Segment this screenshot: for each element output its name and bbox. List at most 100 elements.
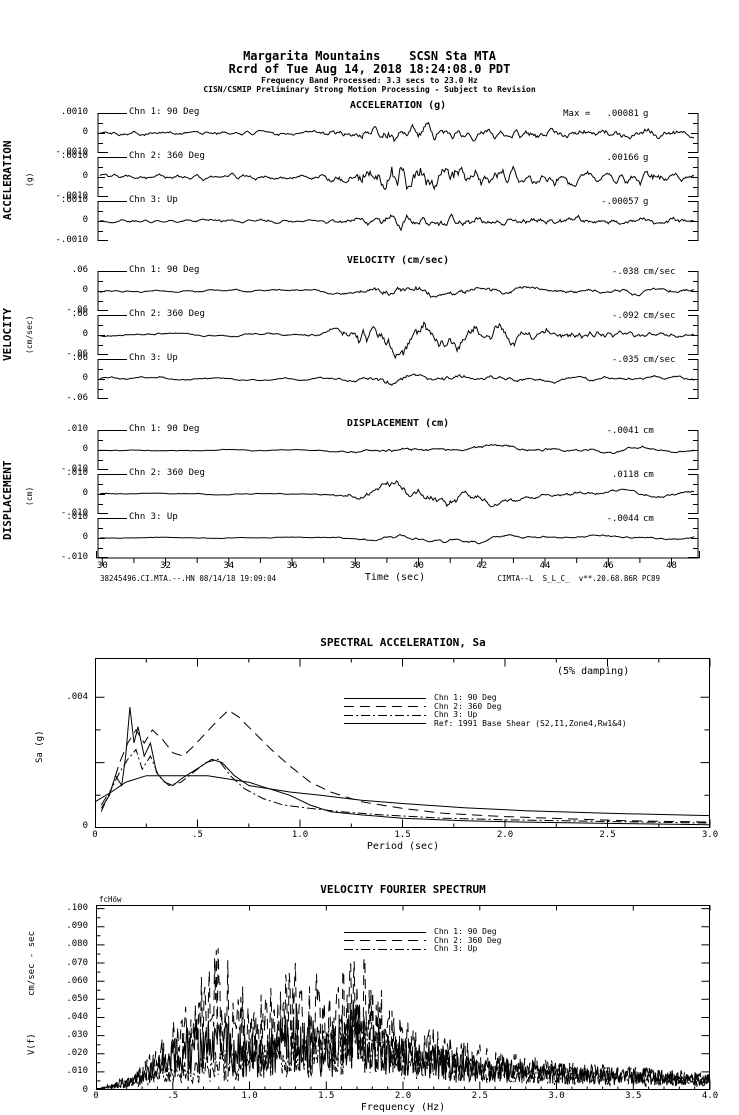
axis-tick-label: .5	[192, 830, 203, 840]
fourier-y-tick-labels: .100 .090 .080 .070 .060 .050 .040 .030 .020 .010…	[42, 903, 88, 1094]
y-tick-label: -.010	[60, 464, 88, 474]
y-tick-label: 0	[82, 532, 88, 542]
fourier-chart-title: VELOCITY FOURIER SPECTRUM	[320, 883, 486, 896]
legend-item: Chn 1: 90 Deg	[344, 928, 501, 937]
axis-tick-label: .030	[66, 1030, 88, 1041]
axis-tick-label: 0	[92, 830, 98, 840]
max-value-label: -.0041	[606, 426, 639, 436]
axis-tick-label: 3.0	[701, 830, 719, 840]
trace-row: .0010 0 -.0010 Chn 1: 90 Deg Max = .0008…	[0, 108, 739, 157]
fourier-y-axis-quantity: V(f)	[27, 1033, 37, 1055]
y-tick-label: 0	[82, 488, 88, 498]
trace-waveform	[97, 271, 699, 311]
frequency-axis-label: Frequency (Hz)	[360, 1102, 446, 1113]
station-title: Margarita Mountains SCSN Sta MTA	[243, 49, 496, 63]
axis-tick-label: 42	[476, 561, 488, 571]
axis-tick-label: 44	[539, 561, 551, 571]
sa-y-tick-label: 0	[82, 821, 88, 831]
y-tick-label: .06	[71, 353, 88, 363]
y-tick-label: .010	[66, 468, 88, 478]
time-axis-tick-labels: 30 32 34 36 38 40 42 44 46 48	[96, 562, 700, 572]
trace-row: .010 0 -.010 Chn 2: 360 Deg .0118 cm	[0, 469, 739, 518]
axis-tick-label: .010	[66, 1066, 88, 1077]
axis-tick-label: 38	[349, 561, 361, 571]
sa-y-axis-label: Sa (g)	[35, 730, 45, 764]
time-axis	[96, 551, 700, 566]
legend-item: Ref: 1991 Base Shear (S2,I1,Zone4,Rw1&4)	[344, 719, 627, 729]
axis-tick-label: 1.5	[318, 1091, 335, 1101]
axis-tick-label: 40	[413, 561, 424, 571]
trace-row: .06 0 -.06 Chn 1: 90 Deg -.038 cm/sec	[0, 266, 739, 315]
axis-tick-label: 36	[286, 561, 298, 571]
axis-tick-label: 0	[82, 1084, 88, 1095]
trace-waveform	[97, 157, 699, 197]
station-code-footer: CIMTA--L S_L_C_ v**.20.68.86R PC89	[497, 574, 660, 583]
trace-waveform	[97, 315, 699, 360]
trace-waveform	[97, 113, 699, 153]
frequency-band-note: Frequency Band Processed: 3.3 secs to 23…	[261, 76, 478, 85]
axis-tick-label: 4.0	[701, 1091, 719, 1101]
trace-waveform	[97, 359, 699, 399]
max-value-unit: cm/sec	[643, 267, 676, 277]
y-tick-label: 0	[82, 285, 88, 295]
axis-tick-label: 2.0	[496, 830, 514, 840]
trace-row: .0010 0 -.0010 Chn 2: 360 Deg .00166 g	[0, 152, 739, 201]
legend-label: Chn 2: 360 Deg	[434, 935, 502, 945]
y-tick-label: 0	[82, 373, 88, 383]
max-value-unit: g	[643, 197, 649, 207]
max-value-label: -.035	[611, 355, 639, 365]
axis-tick-label: 30	[96, 561, 108, 571]
max-value-unit: g	[643, 109, 649, 119]
axis-tick-label: .060	[66, 975, 88, 986]
legend-line-sample	[344, 697, 426, 699]
channel-label: Chn 1: 90 Deg	[129, 424, 200, 434]
legend-item: Chn 2: 360 Deg	[344, 935, 502, 946]
axis-tick-label: .020	[66, 1048, 88, 1059]
legend-line-sample	[344, 714, 426, 716]
axis-tick-label: .5	[167, 1091, 179, 1101]
damping-annotation: (5% damping)	[557, 666, 630, 677]
y-tick-label: 0	[82, 215, 88, 225]
axis-tick-label: 32	[160, 561, 171, 571]
axis-tick-label: .040	[66, 1011, 88, 1022]
y-tick-label: 0	[82, 171, 88, 181]
fourier-plot	[96, 905, 711, 1090]
record-id-footer: 38245496.CI.MTA.--.HN 08/14/18 19:09:04	[100, 574, 277, 583]
max-value-label: .00166	[606, 153, 639, 163]
max-value-unit: cm	[643, 514, 654, 524]
trace-waveform	[97, 518, 699, 558]
legend-label: Chn 3: Up	[434, 944, 478, 954]
max-value-label: -.0044	[606, 514, 639, 524]
acceleration-title: ACCELERATION (g)	[349, 100, 447, 111]
sa-chart-title: SPECTRAL ACCELERATION, Sa	[320, 636, 486, 649]
max-value-label: -.038	[611, 267, 639, 277]
axis-tick-label: .070	[66, 957, 88, 968]
legend-label: Chn 1: 90 Deg	[434, 927, 497, 937]
legend-label: Chn 3: Up	[434, 710, 478, 720]
fourier-y-axis-units: cm/sec - sec	[27, 930, 37, 996]
channel-label: Chn 3: Up	[129, 195, 178, 205]
y-tick-label: -.010	[60, 552, 88, 562]
y-tick-label: -.0010	[55, 235, 88, 245]
fourier-legend: Chn 1: 90 Deg Chn 2: 360 Deg Chn 3: Up	[344, 928, 501, 954]
channel-label: Chn 3: Up	[129, 353, 178, 363]
legend-line-sample	[344, 948, 426, 950]
y-tick-label: .0010	[60, 195, 88, 205]
axis-tick-label: 34	[223, 561, 235, 571]
legend-line-sample	[344, 723, 426, 725]
axis-tick-label: 1.0	[291, 830, 309, 840]
sa-plot	[94, 658, 711, 828]
y-tick-label: 0	[82, 329, 88, 339]
y-tick-label: .0010	[60, 151, 88, 161]
y-tick-label: -.06	[66, 393, 88, 403]
y-tick-label: .010	[66, 424, 88, 434]
axis-tick-label: 3.0	[548, 1091, 565, 1101]
channel-label: Chn 1: 90 Deg	[129, 265, 200, 275]
max-value-unit: cm	[643, 470, 654, 480]
axis-tick-label: .090	[66, 921, 88, 932]
max-value-unit: cm	[643, 426, 654, 436]
channel-label: Chn 1: 90 Deg	[129, 107, 200, 117]
axis-tick-label: .100	[66, 903, 88, 914]
axis-tick-label: .050	[66, 993, 88, 1004]
y-tick-label: .0010	[60, 107, 88, 117]
